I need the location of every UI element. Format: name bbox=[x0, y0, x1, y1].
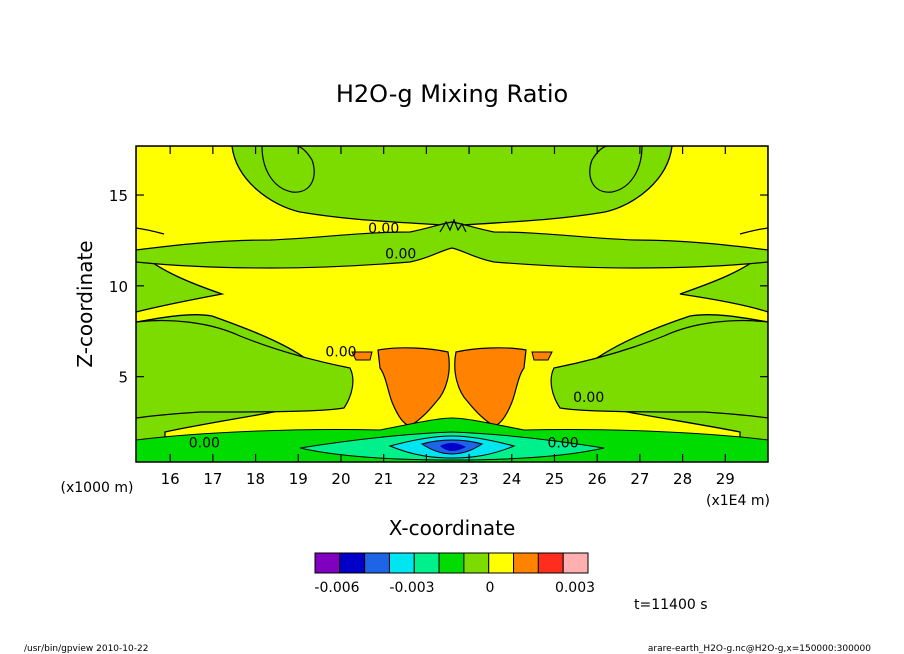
colorbar bbox=[314, 552, 589, 574]
plot-frame bbox=[135, 145, 769, 463]
colorbar-tick-label: -0.003 bbox=[389, 580, 434, 596]
x-tick-label: 27 bbox=[630, 470, 649, 488]
colorbar-swatch bbox=[513, 552, 539, 574]
contour-label: 0.00 bbox=[385, 247, 416, 263]
colorbar-ticks: -0.006 -0.003 0 0.003 bbox=[314, 580, 595, 596]
colorbar-swatch bbox=[364, 552, 390, 574]
x-tick-label: 16 bbox=[161, 470, 180, 488]
contour-label: 0.00 bbox=[573, 390, 604, 406]
x-tick-label: 24 bbox=[502, 470, 521, 488]
contour-labels: 0.00 0.00 0.00 0.00 0.00 0.00 bbox=[189, 221, 604, 451]
y-axis-label: Z-coordinate bbox=[73, 240, 97, 367]
colorbar-swatch bbox=[413, 552, 440, 574]
footer-right: arare-earth_H2O-g.nc@H2O-g,x=150000:3000… bbox=[648, 644, 871, 654]
colorbar-swatch bbox=[314, 552, 341, 574]
x-tick-label: 22 bbox=[417, 470, 436, 488]
y-tick-label: 15 bbox=[109, 187, 128, 205]
x-tick-label: 20 bbox=[331, 470, 350, 488]
chart-title: H2O-g Mixing Ratio bbox=[336, 80, 568, 108]
x-tick-label: 26 bbox=[588, 470, 607, 488]
y-tick-label: 10 bbox=[109, 278, 128, 296]
colorbar-swatch bbox=[488, 552, 515, 574]
colorbar-tick-label: -0.006 bbox=[314, 580, 359, 596]
colorbar-swatch bbox=[388, 552, 415, 574]
x-tick-label: 25 bbox=[545, 470, 564, 488]
x-tick-label: 23 bbox=[460, 470, 479, 488]
x-tick-label: 17 bbox=[203, 470, 222, 488]
x-tick-label: 21 bbox=[374, 470, 393, 488]
colorbar-tick-label: 0.003 bbox=[555, 580, 595, 596]
y-axis: 5 10 15 bbox=[109, 187, 768, 387]
colorbar-swatch bbox=[438, 552, 465, 574]
x-axis: 16 17 18 19 20 21 22 23 24 25 26 27 28 29 bbox=[161, 146, 735, 488]
contour-field bbox=[136, 146, 768, 462]
x-tick-label: 18 bbox=[246, 470, 265, 488]
y-tick-label: 5 bbox=[118, 369, 128, 387]
colorbar-tick-label: 0 bbox=[486, 580, 495, 596]
contour-label: 0.00 bbox=[547, 435, 578, 451]
colorbar-swatch bbox=[463, 552, 490, 574]
x-tick-label: 19 bbox=[289, 470, 308, 488]
x-tick-label: 29 bbox=[716, 470, 735, 488]
x-tick-label: 28 bbox=[673, 470, 692, 488]
x-axis-label: X-coordinate bbox=[389, 516, 516, 540]
contour-label: 0.00 bbox=[368, 221, 399, 237]
colorbar-swatch bbox=[537, 552, 564, 574]
contour-label: 0.00 bbox=[189, 435, 220, 451]
contour-label: 0.00 bbox=[325, 345, 356, 361]
footer-left: /usr/bin/gpview 2010-10-22 bbox=[24, 644, 148, 654]
y-axis-unit: (x1000 m) bbox=[61, 480, 134, 496]
time-label: t=11400 s bbox=[634, 597, 708, 613]
colorbar-swatch bbox=[339, 552, 366, 574]
x-axis-unit: (x1E4 m) bbox=[706, 493, 770, 509]
colorbar-swatch bbox=[562, 552, 589, 574]
